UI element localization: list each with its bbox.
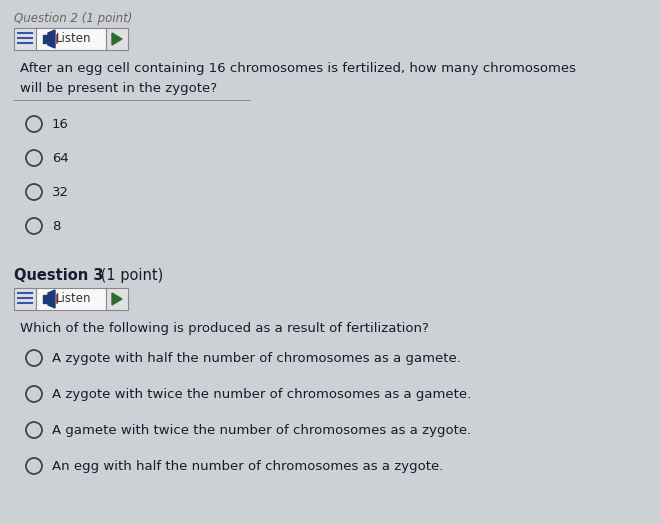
- FancyBboxPatch shape: [106, 288, 128, 310]
- Text: Listen: Listen: [56, 292, 91, 305]
- Text: 32: 32: [52, 186, 69, 199]
- Polygon shape: [48, 290, 55, 308]
- FancyBboxPatch shape: [14, 288, 36, 310]
- Text: will be present in the zygote?: will be present in the zygote?: [20, 82, 217, 95]
- Text: A zygote with half the number of chromosomes as a gamete.: A zygote with half the number of chromos…: [52, 352, 461, 365]
- Text: 16: 16: [52, 118, 69, 131]
- Text: After an egg cell containing 16 chromosomes is fertilized, how many chromosomes: After an egg cell containing 16 chromoso…: [20, 62, 576, 75]
- Text: 8: 8: [52, 220, 60, 233]
- Text: (1 point): (1 point): [96, 268, 163, 283]
- Polygon shape: [112, 33, 122, 45]
- Text: Listen: Listen: [56, 32, 91, 46]
- FancyBboxPatch shape: [106, 28, 128, 50]
- Text: A zygote with twice the number of chromosomes as a gamete.: A zygote with twice the number of chromo…: [52, 388, 471, 401]
- Polygon shape: [43, 295, 48, 303]
- Text: Which of the following is produced as a result of fertilization?: Which of the following is produced as a …: [20, 322, 429, 335]
- Text: Question 2 (1 point): Question 2 (1 point): [14, 12, 132, 25]
- FancyBboxPatch shape: [36, 28, 106, 50]
- Text: A gamete with twice the number of chromosomes as a zygote.: A gamete with twice the number of chromo…: [52, 424, 471, 437]
- Polygon shape: [48, 30, 55, 48]
- FancyBboxPatch shape: [36, 288, 106, 310]
- Text: 64: 64: [52, 152, 69, 165]
- Polygon shape: [112, 293, 122, 305]
- Polygon shape: [43, 35, 48, 43]
- FancyBboxPatch shape: [14, 28, 36, 50]
- Text: Question 3: Question 3: [14, 268, 104, 283]
- Text: An egg with half the number of chromosomes as a zygote.: An egg with half the number of chromosom…: [52, 460, 444, 473]
